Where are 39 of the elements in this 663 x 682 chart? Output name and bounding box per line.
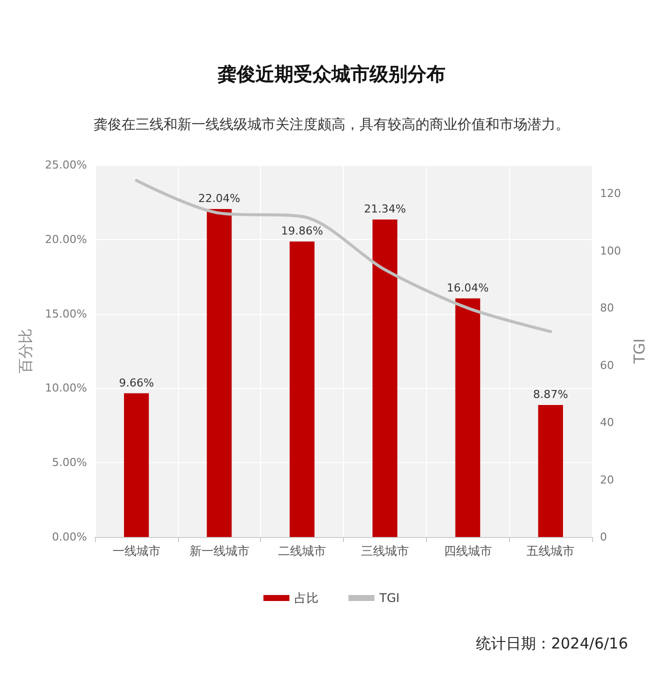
data-label: 22.04% bbox=[198, 192, 240, 206]
y-tick-label: 0.00% bbox=[52, 530, 87, 544]
line-series bbox=[134, 178, 552, 334]
bar bbox=[124, 393, 149, 537]
bar bbox=[290, 241, 315, 537]
y-tick-label: 5.00% bbox=[52, 456, 87, 470]
x-tick-label: 三线城市 bbox=[360, 544, 409, 558]
chart-title: 龚俊近期受众城市级别分布 bbox=[218, 64, 446, 86]
bar bbox=[372, 219, 398, 537]
data-label: 16.04% bbox=[446, 281, 489, 294]
legend-label: TGI bbox=[378, 591, 400, 605]
y-tick-label: 20.00% bbox=[45, 232, 87, 246]
data-label: 8.87% bbox=[533, 388, 568, 402]
y2-tick-label: 40 bbox=[600, 416, 614, 430]
x-tick-label: 二线城市 bbox=[278, 544, 326, 558]
legend-label: 占比 bbox=[294, 591, 318, 605]
y-tick-label: 10.00% bbox=[45, 382, 87, 395]
y2-axis-title: TGI bbox=[630, 338, 648, 365]
x-tick-label: 一线城市 bbox=[112, 544, 160, 558]
bar bbox=[455, 298, 480, 537]
y2-tick-label: 60 bbox=[600, 358, 614, 372]
text: 统计日期：2024/6/16 bbox=[476, 634, 628, 652]
y-axis-title: 百分比 bbox=[16, 328, 34, 374]
data-label: 21.34% bbox=[364, 202, 406, 216]
y2-tick-label: 100 bbox=[600, 244, 621, 258]
x-tick-label: 五线城市 bbox=[526, 544, 575, 558]
y-tick-label: 15.00% bbox=[45, 307, 87, 320]
y2-tick-label: 0 bbox=[600, 530, 607, 544]
y2-tick-label: 20 bbox=[600, 473, 614, 486]
chart-subtitle: 龚俊在三线和新一线线级城市关注度颇高，具有较高的商业价值和市场潜力。 bbox=[94, 117, 570, 133]
x-tick-label: 新一线城市 bbox=[189, 544, 250, 558]
data-label: 9.66% bbox=[118, 376, 154, 390]
y-tick-label: 25.00% bbox=[45, 158, 87, 172]
x-tick-label: 四线城市 bbox=[444, 544, 492, 558]
data-label: 19.86% bbox=[281, 224, 324, 238]
y2-tick-label: 120 bbox=[600, 187, 621, 200]
bar bbox=[538, 405, 564, 537]
bar bbox=[206, 209, 232, 537]
y2-tick-label: 80 bbox=[600, 302, 614, 315]
